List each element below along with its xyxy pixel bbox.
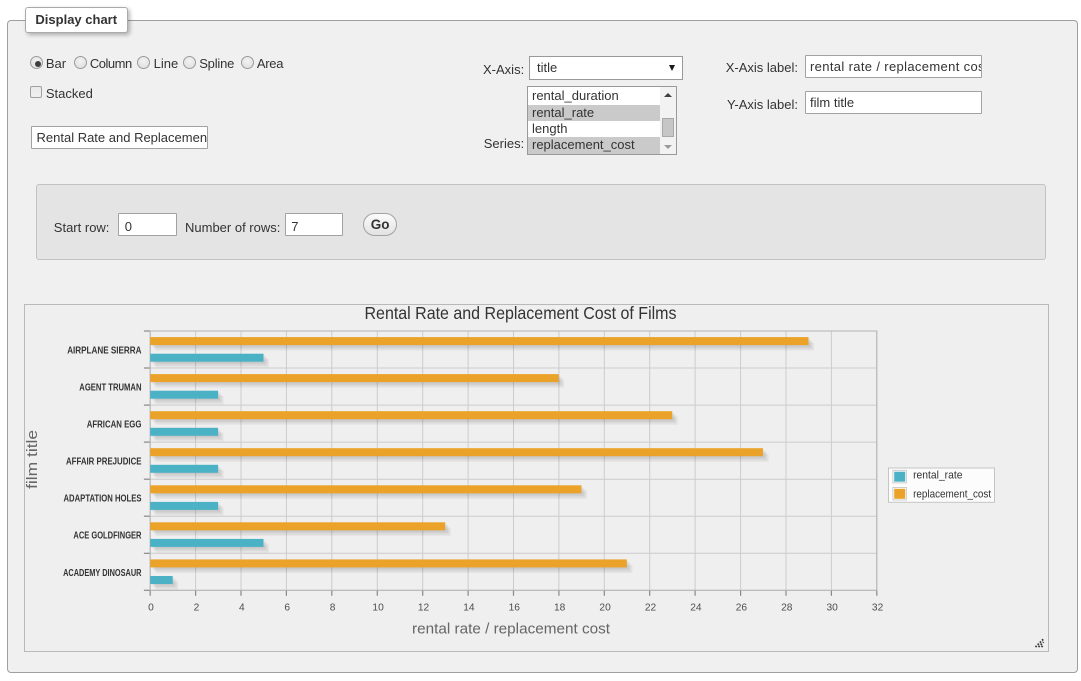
svg-text:0: 0 [148, 603, 154, 614]
svg-text:16: 16 [509, 603, 521, 614]
svg-text:24: 24 [690, 603, 702, 614]
svg-text:ACADEMY DINOSAUR: ACADEMY DINOSAUR [63, 568, 142, 579]
svg-text:22: 22 [645, 603, 657, 614]
svg-text:rental rate / replacement cost: rental rate / replacement cost [412, 620, 611, 637]
svg-text:26: 26 [736, 603, 748, 614]
svg-text:20: 20 [599, 603, 611, 614]
svg-text:2: 2 [194, 603, 200, 614]
svg-text:Rental Rate and Replacement Co: Rental Rate and Replacement Cost of Film… [365, 304, 677, 323]
svg-text:10: 10 [372, 603, 384, 614]
svg-text:film title: film title [24, 430, 41, 489]
svg-text:rental_rate: rental_rate [913, 469, 962, 481]
svg-text:6: 6 [284, 603, 290, 614]
svg-text:AFFAIR PREJUDICE: AFFAIR PREJUDICE [66, 457, 142, 468]
svg-text:ACE GOLDFINGER: ACE GOLDFINGER [73, 531, 142, 542]
svg-text:32: 32 [872, 603, 884, 614]
svg-text:ADAPTATION HOLES: ADAPTATION HOLES [64, 494, 142, 505]
svg-text:AFRICAN EGG: AFRICAN EGG [87, 420, 142, 431]
svg-text:30: 30 [827, 603, 839, 614]
svg-text:replacement_cost: replacement_cost [913, 488, 991, 500]
svg-text:4: 4 [239, 603, 245, 614]
svg-text:8: 8 [330, 603, 336, 614]
svg-text:18: 18 [554, 603, 566, 614]
svg-text:28: 28 [781, 603, 793, 614]
svg-text:14: 14 [463, 603, 475, 614]
svg-text:AGENT TRUMAN: AGENT TRUMAN [79, 383, 141, 394]
svg-text:12: 12 [418, 603, 430, 614]
svg-text:AIRPLANE SIERRA: AIRPLANE SIERRA [67, 346, 142, 357]
